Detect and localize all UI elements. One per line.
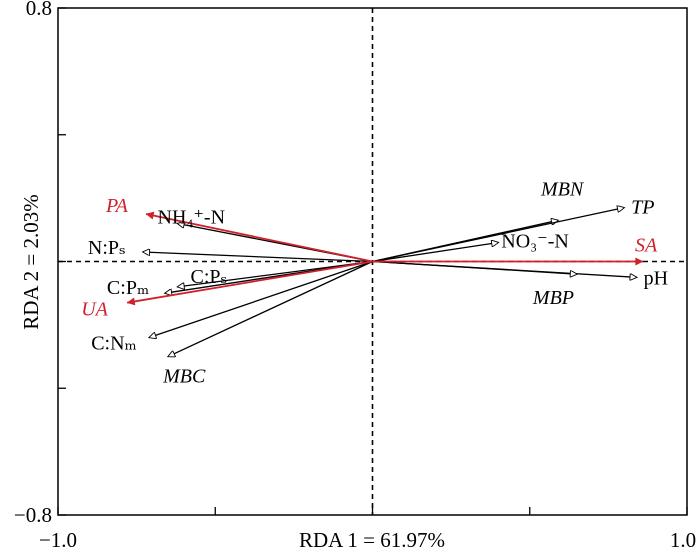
tick-labels: −1.0 1.0 0.8 −0.8: [14, 0, 696, 552]
explanatory-vector-c-n-: [149, 260, 373, 338]
y-tick-label: 0.8: [26, 0, 52, 20]
response-vector-ua: [126, 260, 373, 306]
y-tick-label: −0.8: [14, 503, 52, 527]
explanatory-label-c-p-: C:Pₘ: [107, 277, 149, 299]
vectors: [126, 208, 644, 357]
explanatory-vector-mbp: [372, 260, 577, 275]
response-label-pa: PA: [105, 195, 129, 217]
x-tick-label: 1.0: [670, 528, 696, 552]
explanatory-label-mbc: MBC: [162, 366, 206, 388]
explanatory-label-tp: TP: [631, 197, 654, 219]
x-tick-label: −1.0: [39, 528, 77, 552]
response-label-sa: SA: [635, 235, 658, 257]
explanatory-label-mbp: MBP: [532, 287, 574, 309]
explanatory-label-ph: pH: [644, 267, 668, 289]
y-axis-label: RDA 2 = 2.03%: [19, 194, 43, 330]
axis-ticks: [57, 7, 688, 516]
explanatory-vector-no-n: [372, 242, 499, 263]
explanatory-label-n-p-: N:Pₛ: [88, 237, 126, 259]
x-axis-label: RDA 1 = 61.97%: [299, 528, 445, 552]
explanatory-label-c-p-: C:Pₛ: [191, 266, 228, 288]
explanatory-label-nh-n: NH₄⁺-N: [158, 206, 226, 228]
response-label-ua: UA: [81, 299, 108, 321]
explanatory-vector-c-p-: [178, 260, 373, 287]
vector-labels: MBN TP NO₃⁻-N pH MBP NH₄⁺-N N:Pₛ C:Pₘ C:Pₛ C:Nₘ MB…: [81, 178, 668, 387]
explanatory-label-c-n-: C:Nₘ: [91, 333, 137, 355]
explanatory-label-mbn: MBN: [540, 178, 585, 200]
explanatory-vector-tp: [372, 208, 625, 263]
explanatory-vector-mbc: [168, 260, 373, 357]
response-vector-pa: [145, 211, 373, 263]
explanatory-label-no-n: NO₃⁻-N: [501, 230, 569, 252]
explanatory-vector-n-p-: [143, 252, 373, 263]
